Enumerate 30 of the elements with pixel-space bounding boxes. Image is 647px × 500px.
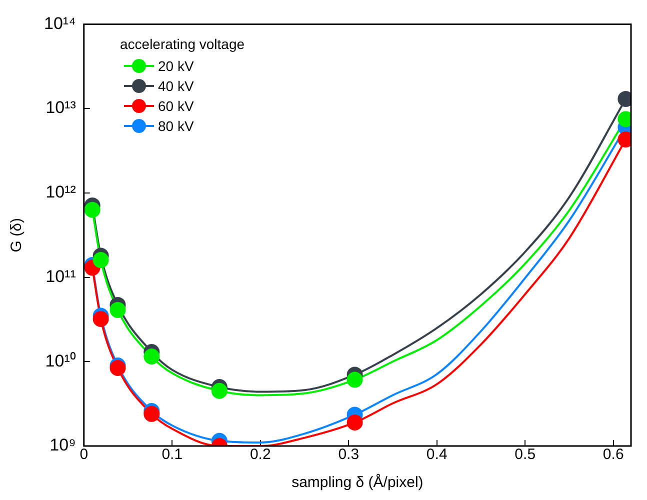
x-tick-label: 0.6 [602, 446, 624, 464]
y-tick-label: 10¹⁴ [44, 14, 76, 33]
x-tick-label: 0.3 [338, 446, 360, 464]
y-tick-label: 10¹² [46, 182, 76, 202]
point [346, 372, 363, 388]
legend-label: 60 kV [158, 98, 194, 114]
point [92, 252, 109, 268]
y-tick-label: 10¹³ [46, 98, 76, 118]
y-tick-label: 10⁹ [50, 436, 76, 455]
x-tick-label: 0.2 [250, 446, 271, 464]
point [92, 311, 109, 328]
x-tick-label: 0.4 [426, 446, 448, 464]
point [110, 302, 126, 318]
point [144, 406, 160, 422]
legend-label: 40 kV [158, 78, 194, 94]
y-tick-label: 10¹¹ [46, 266, 76, 286]
x-tick-label: 0.1 [162, 446, 183, 464]
y-tick-label: 10¹⁰ [45, 351, 76, 370]
x-tick-label: 0.5 [514, 446, 536, 464]
point [211, 382, 228, 399]
legend-label: 20 kV [158, 58, 194, 74]
point [84, 202, 100, 218]
legend-title: accelerating voltage [120, 36, 245, 52]
point [346, 414, 363, 430]
x-axis-title: sampling δ (Å/pixel) [292, 473, 424, 492]
y-axis-title: G (δ) [8, 218, 26, 252]
x-tick-label: 0 [80, 446, 88, 464]
point [144, 348, 160, 365]
legend-label: 80 kV [158, 118, 194, 134]
point [110, 360, 126, 376]
